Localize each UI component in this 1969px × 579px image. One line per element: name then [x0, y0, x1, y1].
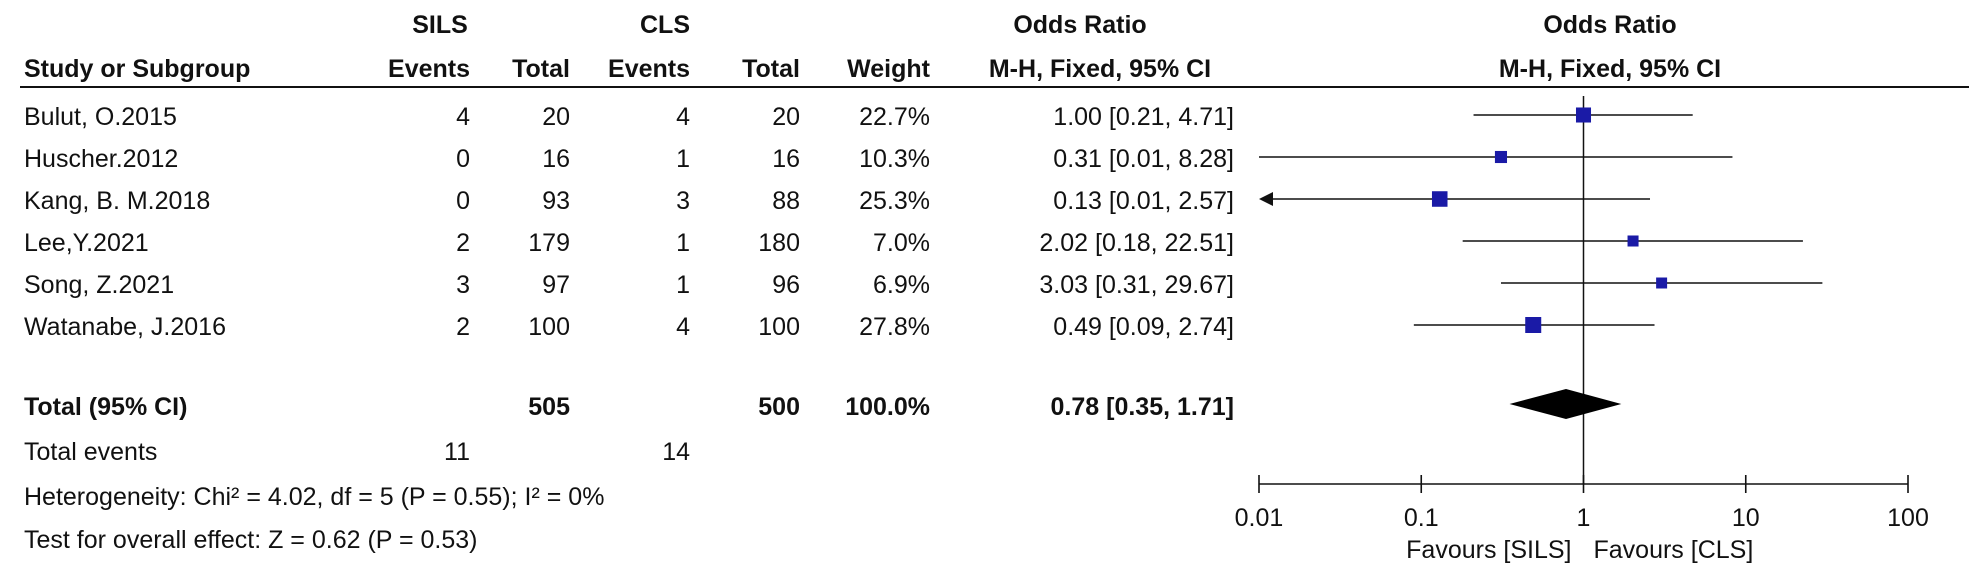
- study-name: Song, Z.2021: [24, 271, 175, 299]
- group2-events-header: Events: [608, 55, 690, 83]
- group2-events: 3: [676, 187, 690, 215]
- study-weight: 25.3%: [859, 187, 930, 215]
- study-weight: 6.9%: [873, 271, 930, 299]
- group2-total: 180: [758, 229, 800, 257]
- study-weight: 10.3%: [859, 145, 930, 173]
- total-group1-n: 505: [528, 393, 570, 421]
- total-or-ci: 0.78 [0.35, 1.71]: [1050, 393, 1234, 421]
- x-tick-label: 0.1: [1404, 504, 1439, 532]
- study-weight: 27.8%: [859, 313, 930, 341]
- or-plot-title: Odds Ratio: [1543, 11, 1677, 39]
- total-events-group2: 14: [662, 438, 690, 466]
- study-marker: [1525, 317, 1542, 333]
- group2-total: 88: [772, 187, 800, 215]
- study-marker: [1431, 191, 1448, 207]
- or-table-title: Odds Ratio: [1013, 11, 1147, 39]
- group1-total: 179: [528, 229, 570, 257]
- group2-total: 20: [772, 103, 800, 131]
- x-tick-label: 10: [1732, 504, 1760, 532]
- header-rule: [20, 86, 1969, 88]
- or-plot-method: M-H, Fixed, 95% CI: [1498, 55, 1722, 83]
- group1-events: 0: [456, 145, 470, 173]
- total-events-label: Total events: [24, 438, 158, 466]
- group1-total: 97: [542, 271, 570, 299]
- group2-events: 4: [676, 103, 690, 131]
- x-tick-label: 100: [1887, 504, 1929, 532]
- total-events-group1: 11: [444, 438, 470, 466]
- group2-total: 100: [758, 313, 800, 341]
- group1-total: 16: [542, 145, 570, 173]
- group1-events: 3: [456, 271, 470, 299]
- group2-header: CLS: [640, 11, 690, 39]
- x-tick-label: 1: [1577, 504, 1591, 532]
- study-column-header: Study or Subgroup: [24, 55, 251, 83]
- pooled-diamond: [1509, 389, 1622, 419]
- overall-effect-text: Test for overall effect: Z = 0.62 (P = 0…: [24, 526, 478, 554]
- study-marker: [1656, 277, 1668, 289]
- group1-events: 0: [456, 187, 470, 215]
- study-name: Huscher.2012: [24, 145, 179, 173]
- study-name: Watanabe, J.2016: [24, 313, 226, 341]
- ci-arrow-left: [1259, 192, 1273, 206]
- study-or-ci: 0.31 [0.01, 8.28]: [1053, 145, 1234, 173]
- group1-total-header: Total: [512, 55, 570, 83]
- group1-events: 4: [456, 103, 470, 131]
- heterogeneity-text: Heterogeneity: Chi² = 4.02, df = 5 (P = …: [24, 483, 605, 511]
- group2-events: 1: [676, 271, 690, 299]
- group2-total: 96: [772, 271, 800, 299]
- study-or-ci: 2.02 [0.18, 22.51]: [1039, 229, 1234, 257]
- weight-header: Weight: [847, 55, 930, 83]
- favours-left-label: Favours [SILS]: [1406, 536, 1571, 564]
- study-name: Kang, B. M.2018: [24, 187, 211, 215]
- study-or-ci: 3.03 [0.31, 29.67]: [1039, 271, 1234, 299]
- study-marker: [1575, 107, 1592, 123]
- study-name: Lee,Y.2021: [24, 229, 149, 257]
- study-name: Bulut, O.2015: [24, 103, 177, 131]
- total-weight: 100.0%: [845, 393, 930, 421]
- total-group2-n: 500: [758, 393, 800, 421]
- group1-total: 93: [542, 187, 570, 215]
- study-marker: [1627, 235, 1639, 247]
- group1-total: 100: [528, 313, 570, 341]
- group2-total-header: Total: [742, 55, 800, 83]
- study-weight: 22.7%: [859, 103, 930, 131]
- total-label: Total (95% CI): [24, 393, 188, 421]
- group1-events: 2: [456, 313, 470, 341]
- group2-events: 1: [676, 145, 690, 173]
- or-table-method: M-H, Fixed, 95% CI: [988, 55, 1212, 83]
- study-weight: 7.0%: [873, 229, 930, 257]
- x-tick-label: 0.01: [1235, 504, 1284, 532]
- favours-right-label: Favours [CLS]: [1594, 536, 1754, 564]
- study-or-ci: 0.13 [0.01, 2.57]: [1053, 187, 1234, 215]
- study-or-ci: 0.49 [0.09, 2.74]: [1053, 313, 1234, 341]
- group2-total: 16: [772, 145, 800, 173]
- study-or-ci: 1.00 [0.21, 4.71]: [1053, 103, 1234, 131]
- group2-events: 4: [676, 313, 690, 341]
- group1-total: 20: [542, 103, 570, 131]
- group2-events: 1: [676, 229, 690, 257]
- group1-events: 2: [456, 229, 470, 257]
- group1-events-header: Events: [388, 55, 470, 83]
- group1-header: SILS: [412, 11, 468, 39]
- study-marker: [1494, 150, 1508, 164]
